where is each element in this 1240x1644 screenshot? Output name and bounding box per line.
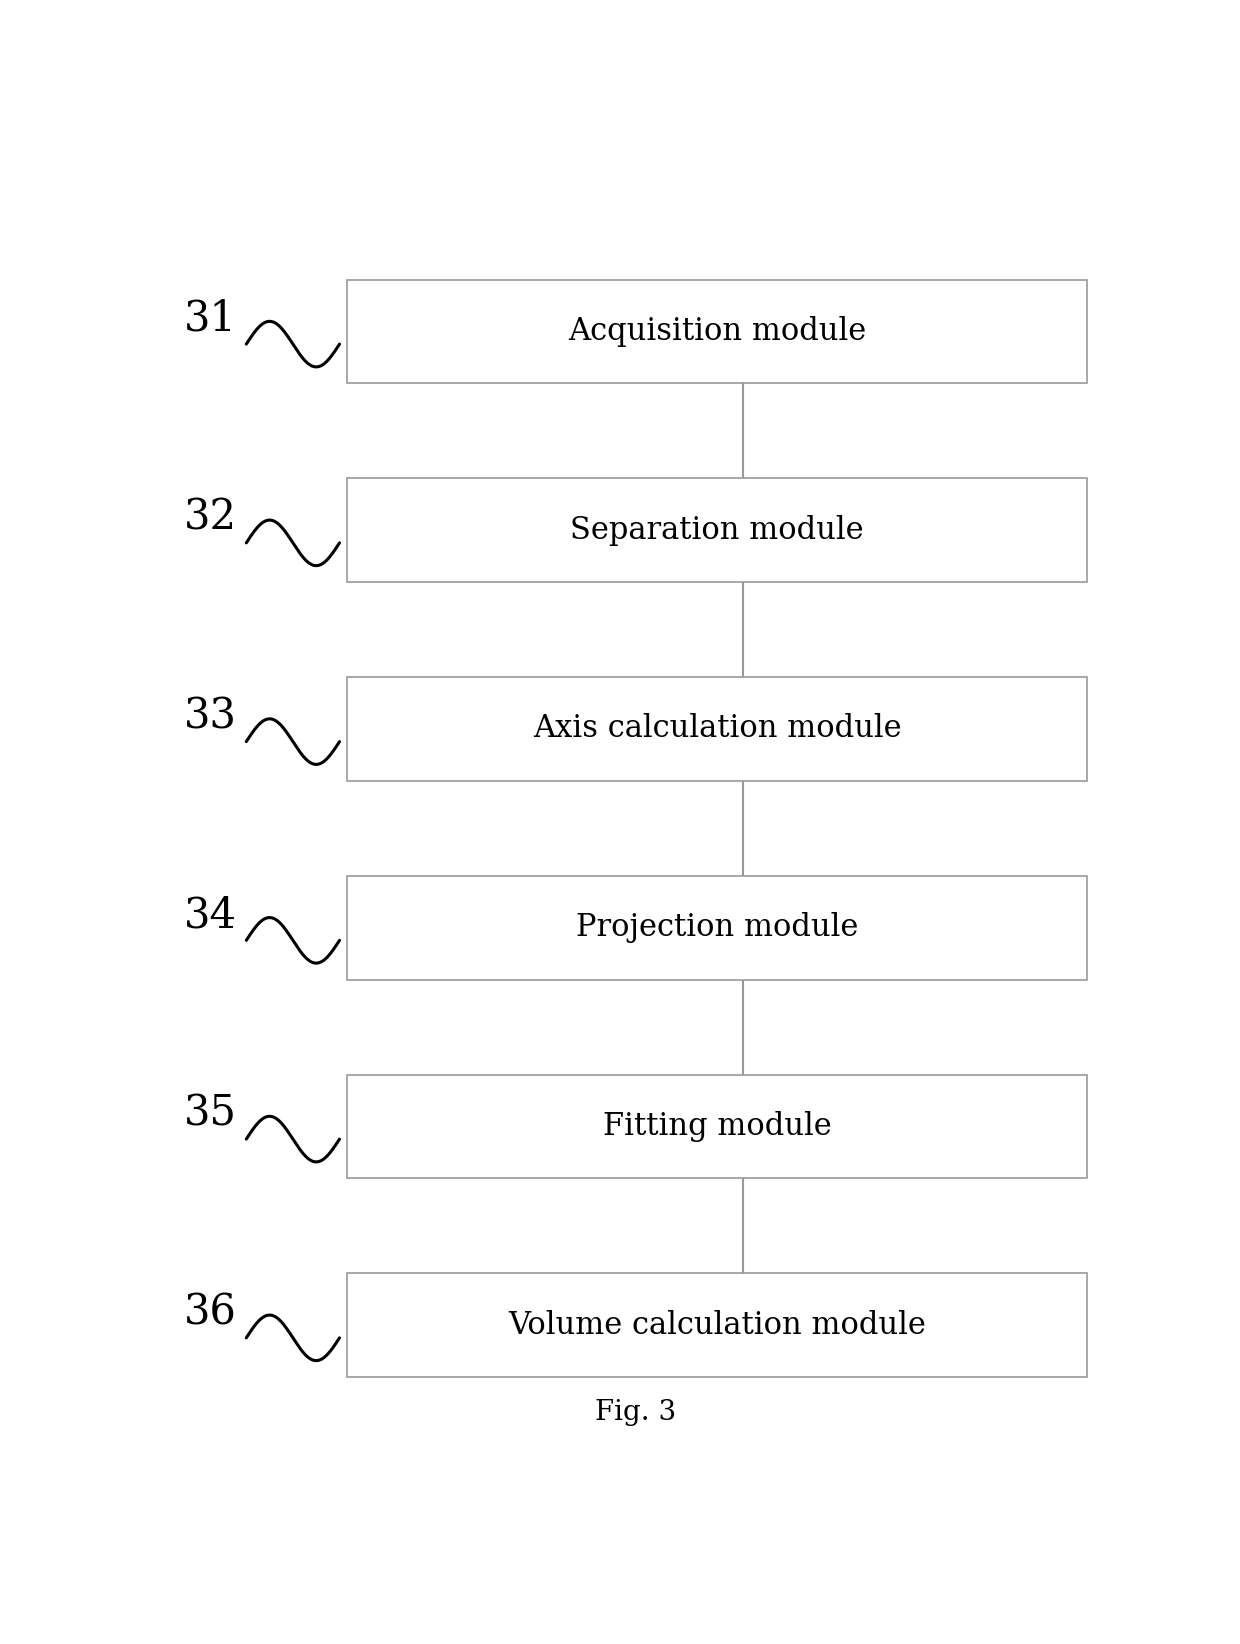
- Text: 31: 31: [184, 298, 237, 340]
- Text: Separation module: Separation module: [570, 515, 864, 546]
- Bar: [347, 478, 1087, 582]
- Bar: [347, 677, 1087, 781]
- Text: Volume calculation module: Volume calculation module: [508, 1310, 926, 1340]
- Text: 35: 35: [184, 1093, 237, 1134]
- Bar: [347, 1075, 1087, 1179]
- Text: Acquisition module: Acquisition module: [568, 316, 867, 347]
- Text: Projection module: Projection module: [577, 912, 858, 944]
- Text: 33: 33: [184, 695, 237, 737]
- Text: Fig. 3: Fig. 3: [595, 1399, 676, 1425]
- Bar: [347, 1272, 1087, 1378]
- Text: Fitting module: Fitting module: [603, 1111, 832, 1143]
- Text: 32: 32: [184, 496, 237, 539]
- Bar: [347, 876, 1087, 980]
- Text: 34: 34: [184, 894, 237, 935]
- Text: Axis calculation module: Axis calculation module: [533, 713, 901, 745]
- Bar: [347, 279, 1087, 383]
- Text: 36: 36: [184, 1292, 237, 1333]
